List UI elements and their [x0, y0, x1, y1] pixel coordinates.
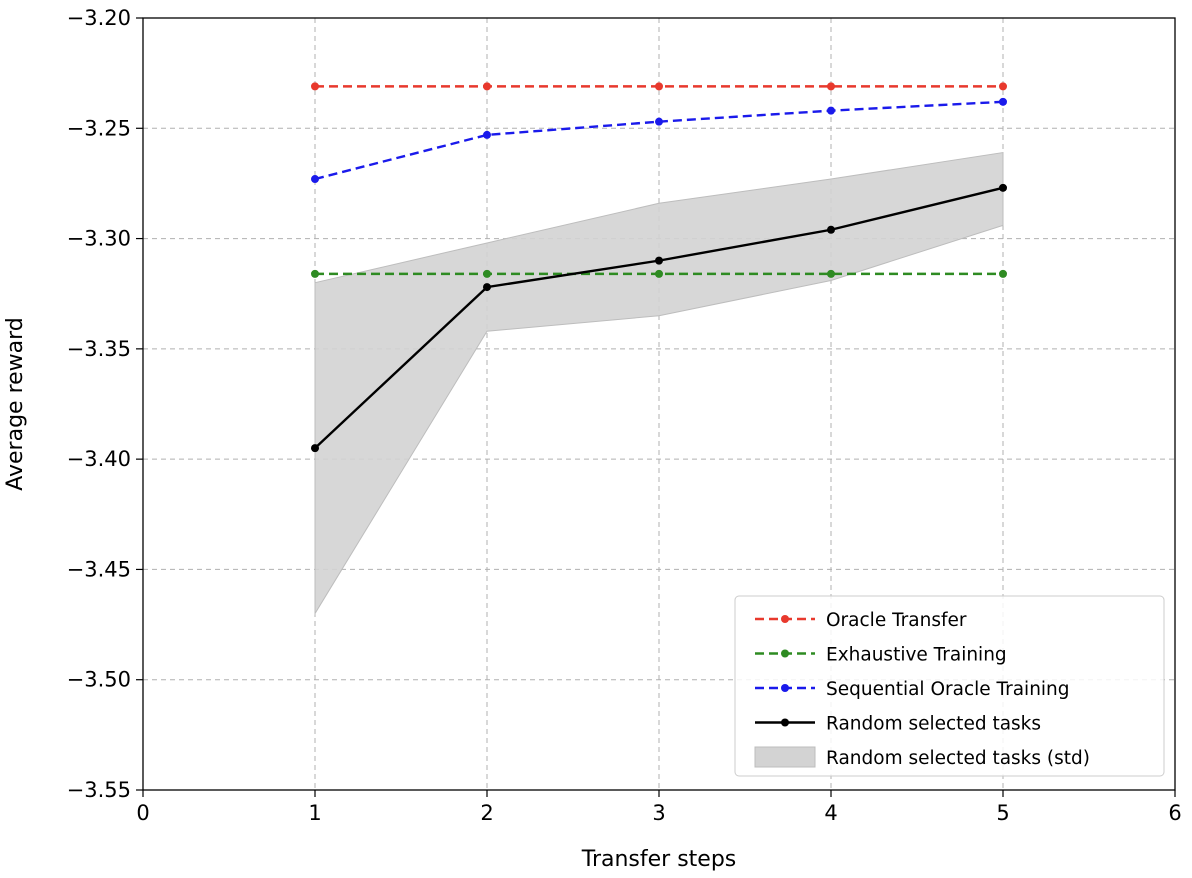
- data-point: [655, 256, 663, 265]
- x-tick-label: 5: [996, 801, 1009, 825]
- data-point: [483, 130, 491, 139]
- data-point: [827, 82, 835, 91]
- data-point: [655, 117, 663, 126]
- x-axis-label: Transfer steps: [581, 847, 737, 872]
- y-tick-label: −3.55: [67, 778, 131, 802]
- series-layer: [311, 82, 1007, 453]
- y-axis-label: Average reward: [3, 317, 28, 491]
- data-point: [483, 82, 491, 91]
- legend-label: Sequential Oracle Training: [826, 679, 1070, 700]
- std-band: [314, 151, 1004, 616]
- data-point: [827, 106, 835, 115]
- data-point: [483, 283, 491, 292]
- axis-ticks: 0 1 2 3 4 5 6 −3.55 −3.50 −3.45 −3.40 −3.35 −3.30 −3.…: [67, 6, 1182, 825]
- x-tick-label: 4: [824, 801, 837, 825]
- data-point: [655, 82, 663, 91]
- y-tick-label: −3.20: [67, 6, 131, 30]
- legend-label: Random selected tasks (std): [826, 748, 1090, 769]
- data-point: [999, 269, 1007, 278]
- x-tick-label: 6: [1168, 801, 1181, 825]
- legend-marker: [781, 649, 789, 658]
- data-point: [311, 82, 319, 91]
- y-tick-label: −3.30: [67, 227, 131, 251]
- x-tick-label: 0: [136, 801, 149, 825]
- data-point: [999, 183, 1007, 192]
- x-tick-label: 2: [480, 801, 493, 825]
- legend-marker: [781, 615, 789, 623]
- x-tick-label: 3: [652, 801, 665, 825]
- data-point: [311, 444, 319, 453]
- legend-label: Exhaustive Training: [826, 645, 1007, 666]
- legend-marker: [781, 718, 789, 727]
- series-line: [314, 100, 1004, 181]
- y-tick-label: −3.40: [67, 447, 131, 471]
- legend-label: Oracle Transfer: [826, 610, 967, 631]
- legend-box: [734, 595, 1165, 777]
- data-point: [999, 82, 1007, 91]
- y-tick-label: −3.35: [67, 337, 131, 361]
- data-point: [483, 269, 491, 278]
- legend-marker: [781, 684, 789, 692]
- y-tick-label: −3.45: [67, 557, 131, 581]
- data-point: [999, 97, 1007, 106]
- y-tick-label: −3.25: [67, 116, 131, 140]
- data-point: [827, 225, 835, 234]
- std-band-layer: [314, 151, 1004, 616]
- legend-band-swatch: [754, 746, 816, 768]
- data-point: [311, 175, 319, 184]
- legend-label: Random selected tasks: [826, 714, 1041, 735]
- data-point: [655, 269, 663, 278]
- y-tick-label: −3.50: [67, 668, 131, 692]
- data-point: [827, 269, 835, 278]
- legend: Oracle Transfer Exhaustive Training Sequen…: [734, 595, 1165, 777]
- x-tick-label: 1: [308, 801, 321, 825]
- data-point: [311, 269, 319, 278]
